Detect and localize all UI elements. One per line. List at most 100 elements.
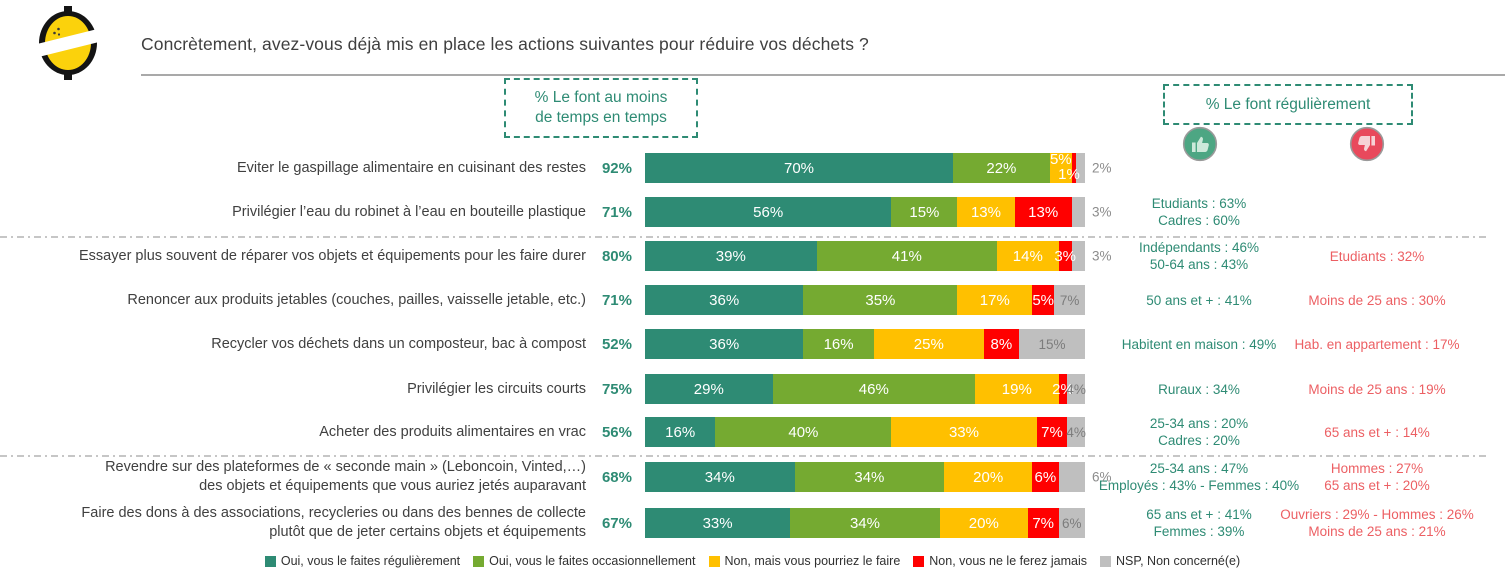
segment-value-label: 13% (970, 203, 1001, 221)
thumb-up-icon (1182, 126, 1218, 162)
segment-value-label: 5% (1032, 291, 1055, 309)
bar-segment-nsp (1058, 462, 1085, 492)
chart-row: Essayer plus souvent de réparer vos obje… (0, 240, 1505, 272)
segment-value-label: 34% (849, 514, 880, 532)
bar-segment-oui-regulierement: 39% (645, 241, 817, 271)
chart-row: Privilégier les circuits courts 75% 29% 46%… (0, 374, 1505, 404)
bar-segment-non-pourriez: 13% (957, 197, 1015, 227)
segment-value-label: 36% (709, 335, 740, 353)
chart-row: Renoncer aux produits jetables (couches,… (0, 285, 1505, 315)
segment-value-label: 15% (1038, 336, 1066, 352)
bar-segment-nsp: 4% (1066, 417, 1086, 447)
bar-segment-non-pourriez: 20% (944, 462, 1033, 492)
bar-segment-non-pourriez: 5% (1049, 151, 1072, 183)
stacked-bar: 39% 41% 14% 3% 3% (645, 241, 1112, 271)
segment-value-label: 22% (986, 159, 1017, 177)
segment-value-label: 29% (693, 380, 724, 398)
bar-segment-oui-occasionnellement: 41% (816, 241, 997, 271)
row-total-value: 92% (601, 159, 632, 177)
legend-item-non-pourriez: Non, mais vous pourriez le faire (708, 554, 901, 568)
legend-label: NSP, Non concerné(e) (1116, 554, 1241, 568)
bar-segment-oui-occasionnellement: 22% (953, 153, 1050, 183)
row-category-label: Privilégier l’eau du robinet à l’eau en … (232, 203, 586, 220)
chart-row: Recycler vos déchets dans un composteur,… (0, 329, 1505, 359)
segment-value-label: 6% (1062, 515, 1082, 531)
lemon-logo (24, 5, 112, 81)
row-total-value: 71% (601, 291, 632, 309)
segment-value-label: 70% (783, 159, 815, 177)
title-divider (141, 74, 1505, 76)
legend-label: Non, mais vous pourriez le faire (724, 554, 901, 568)
segment-value-label: 46% (858, 380, 889, 398)
legend-item-oui-regulierement: Oui, vous le faites régulièrement (264, 554, 460, 568)
thumb-down-icon (1349, 126, 1385, 162)
row-total-value: 68% (601, 468, 632, 486)
bar-segment-non-jamais: 7% (1036, 417, 1068, 447)
segment-value-label: 39% (715, 247, 746, 265)
bar-segment-nsp: 6% (1058, 508, 1085, 538)
regular-doers-note: Etudiants : 63% Cadres : 60% (1151, 196, 1247, 228)
segment-value-label: 34% (854, 468, 885, 486)
regular-doers-note: Indépendants : 46% 50-64 ans : 43% (1138, 240, 1260, 272)
legend-swatch-non-jamais (913, 555, 925, 567)
bar-segment-oui-regulierement: 70% (645, 153, 953, 183)
segment-value-label: 56% (753, 203, 784, 221)
segment-value-label: 7% (1041, 423, 1063, 441)
bar-segment-nsp (1076, 153, 1085, 183)
legend-swatch-oui-regulierement (264, 555, 276, 567)
regular-doers-note: 25-34 ans : 20% Cadres : 20% (1149, 416, 1249, 448)
segment-value-label: 34% (704, 468, 735, 486)
segment-value-label: 20% (968, 514, 999, 532)
bar-segment-non-jamais: 1% (1058, 153, 1080, 183)
stacked-bar: 29% 46% 19% 2% 4% (645, 374, 1086, 404)
segment-value-label: 16% (665, 423, 696, 441)
segment-value-label: 20% (973, 468, 1004, 486)
bar-segment-oui-occasionnellement: 40% (715, 417, 892, 447)
bar-segment-non-jamais: 13% (1014, 197, 1072, 227)
stacked-bar: 70% 22% 5% 1% 2% (645, 151, 1112, 183)
bar-segment-non-pourriez: 25% (873, 329, 984, 359)
column-header-sometimes: % Le font au moins de temps en temps (504, 78, 698, 138)
bar-segment-non-pourriez: 33% (891, 417, 1037, 447)
column-header-sometimes-line1: % Le font au moins (534, 89, 668, 106)
page-title: Concrètement, avez-vous déjà mis en plac… (141, 34, 869, 54)
never-doers-note: Hommes : 27% 65 ans et + : 20% (1324, 461, 1430, 493)
segment-value-label: 4% (1066, 381, 1086, 397)
never-doers-note: 65 ans et + : 14% (1324, 424, 1430, 440)
chart-row: Faire des dons à des associations, recyc… (0, 505, 1505, 540)
legend-label: Oui, vous le faites occasionnellement (489, 554, 696, 568)
stacked-bar: 33% 34% 20% 7% 6% (645, 508, 1085, 538)
column-header-regularly-label: % Le font régulièrement (1205, 95, 1371, 113)
bar-segment-non-pourriez: 14% (996, 241, 1059, 271)
segment-value-label: 2% (1052, 380, 1074, 398)
row-category-label: Renoncer aux produits jetables (couches,… (127, 291, 586, 308)
legend-item-non-jamais: Non, vous ne le ferez jamais (913, 554, 1087, 568)
segment-value-label: 35% (865, 291, 896, 309)
segment-value-label: 33% (702, 514, 733, 532)
never-doers-note: Etudiants : 32% (1329, 248, 1425, 264)
segment-value-label: 14% (1012, 247, 1043, 265)
stacked-bar: 16% 40% 33% 7% 4% (645, 417, 1086, 447)
chart-row: Privilégier l’eau du robinet à l’eau en … (0, 196, 1505, 228)
bar-segment-nsp: 15% (1018, 329, 1085, 359)
segment-value-label: 36% (709, 291, 740, 309)
regular-doers-note: Habitent en maison : 49% (1121, 336, 1277, 352)
bar-segment-non-pourriez: 20% (939, 508, 1028, 538)
segment-value-label-outside: 3% (1092, 248, 1112, 264)
column-header-regularly: % Le font régulièrement (1163, 84, 1413, 125)
bar-segment-non-jamais: 6% (1032, 462, 1059, 492)
stacked-bar: 34% 34% 20% 6% 6% (645, 462, 1112, 492)
chart-row: Eviter le gaspillage alimentaire en cuis… (0, 151, 1505, 183)
bar-segment-oui-regulierement: 36% (645, 285, 804, 315)
segment-value-label: 7% (1059, 292, 1080, 308)
bar-segment-non-jamais: 7% (1027, 508, 1059, 538)
stacked-bar: 36% 16% 25% 8% 15% (645, 329, 1085, 359)
chart-row: Revendre sur des plateformes de « second… (0, 459, 1505, 494)
regular-doers-note: 65 ans et + : 41% Femmes : 39% (1146, 507, 1252, 539)
bar-segment-nsp: 4% (1066, 374, 1086, 404)
segment-value-label-outside: 6% (1092, 469, 1112, 485)
never-doers-note: Ouvriers : 29% - Hommes : 26% Moins de 25… (1280, 507, 1474, 539)
row-total-value: 80% (601, 247, 632, 265)
regular-doers-note: 25-34 ans : 47% Employés : 43% - Femmes :… (1098, 461, 1300, 493)
column-header-sometimes-line2: de temps en temps (535, 109, 667, 126)
